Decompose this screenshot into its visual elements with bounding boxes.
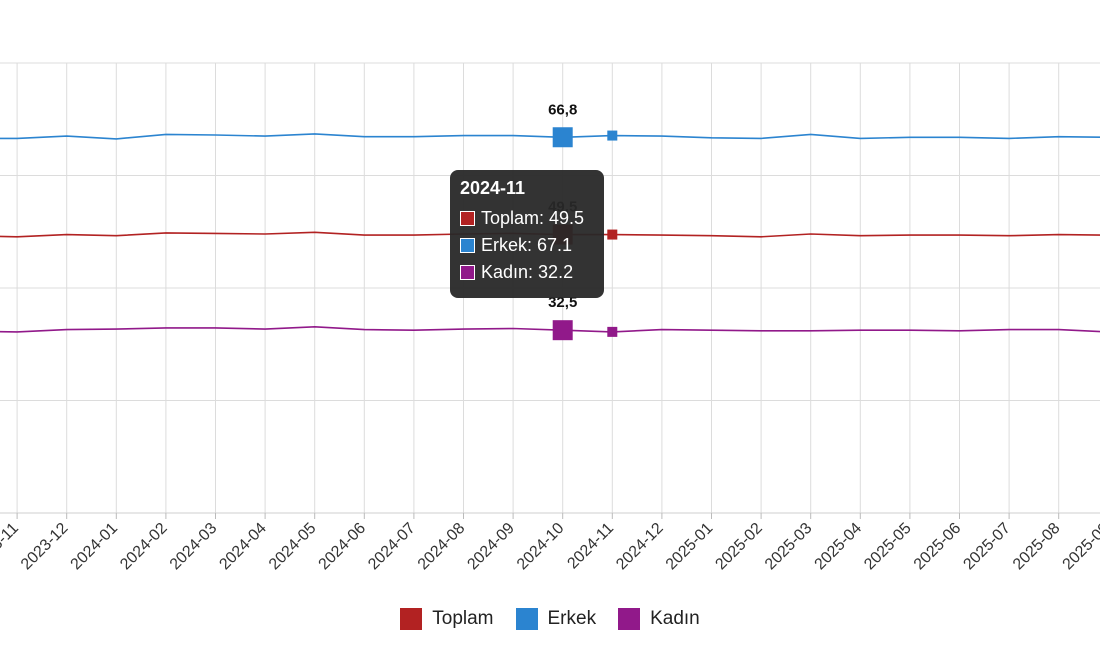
- hover-point-kadin[interactable]: [607, 326, 618, 337]
- x-tick-label: 2024-04: [216, 520, 270, 574]
- tooltip-text-kadin: Kadın: 32.2: [481, 262, 574, 282]
- x-tick-label: 2024-09: [464, 520, 518, 574]
- series-line-erkek: [0, 133, 1100, 140]
- legend-item-kadin[interactable]: Kadın: [618, 608, 700, 630]
- x-tick-label: 2024-07: [365, 520, 419, 574]
- legend-label-toplam: Toplam: [432, 608, 494, 629]
- x-tick-label: 2025-08: [1010, 520, 1064, 574]
- legend-label-kadin: Kadın: [650, 608, 700, 629]
- x-tick-label: 2025-07: [960, 520, 1014, 574]
- x-tick-label: 2024-01: [68, 520, 122, 574]
- x-tick-label: 2025-01: [663, 520, 717, 574]
- hover-point-toplam[interactable]: [607, 229, 618, 240]
- x-tick-label: 2023-12: [18, 520, 72, 574]
- hover-point-erkek[interactable]: [607, 130, 618, 141]
- tooltip-swatch-erkek: [460, 238, 475, 253]
- data-point-kadin[interactable]: [552, 320, 573, 341]
- legend-label-erkek: Erkek: [547, 608, 597, 629]
- tooltip-row-erkek: Erkek: 67.1: [460, 232, 594, 259]
- x-tick-label: 2025-09: [1060, 520, 1100, 574]
- series-line-kadin: [0, 325, 1100, 333]
- x-tick-label: 2023-11: [0, 520, 22, 573]
- legend-swatch-kadin: [618, 608, 641, 630]
- x-tick-label: 2025-04: [812, 520, 866, 574]
- x-tick-label: 2025-02: [712, 520, 766, 574]
- data-label-erkek: 66,8: [548, 101, 577, 118]
- tooltip-text-erkek: Erkek: 67.1: [481, 235, 573, 255]
- x-tick-label: 2025-05: [861, 520, 915, 574]
- data-point-erkek[interactable]: [552, 127, 573, 148]
- legend-item-toplam[interactable]: Toplam: [400, 608, 494, 630]
- tooltip-text-toplam: Toplam: 49.5: [481, 208, 585, 228]
- tooltip-title: 2024-11: [460, 178, 526, 198]
- legend-swatch-erkek: [515, 608, 538, 630]
- legend: Toplam Erkek Kadın: [0, 608, 1100, 630]
- x-tick-label: 2024-08: [415, 520, 469, 574]
- x-axis-ticks: 2023-102023-112023-122024-012024-022024-…: [0, 513, 1100, 573]
- tooltip-row-kadin: Kadın: 32.2: [460, 259, 594, 286]
- tooltip: 2024-11 Toplam: 49.5 Erkek: 67.1 Kadın: …: [450, 170, 604, 298]
- x-tick-label: 2024-02: [117, 520, 171, 574]
- x-tick-label: 2024-10: [514, 520, 568, 574]
- legend-swatch-toplam: [400, 608, 423, 630]
- x-tick-label: 2025-03: [762, 520, 816, 574]
- x-tick-label: 2025-06: [911, 520, 965, 574]
- legend-item-erkek[interactable]: Erkek: [515, 608, 597, 630]
- x-tick-label: 2024-06: [316, 520, 370, 574]
- data-label-kadin: 32,5: [548, 294, 577, 311]
- tooltip-row-toplam: Toplam: 49.5: [460, 205, 594, 232]
- x-tick-label: 2024-03: [167, 520, 221, 574]
- x-tick-label: 2024-11: [564, 520, 617, 573]
- x-tick-label: 2024-12: [613, 520, 667, 574]
- tooltip-swatch-kadin: [460, 265, 475, 280]
- tooltip-swatch-toplam: [460, 211, 475, 226]
- x-tick-label: 2024-05: [266, 520, 320, 574]
